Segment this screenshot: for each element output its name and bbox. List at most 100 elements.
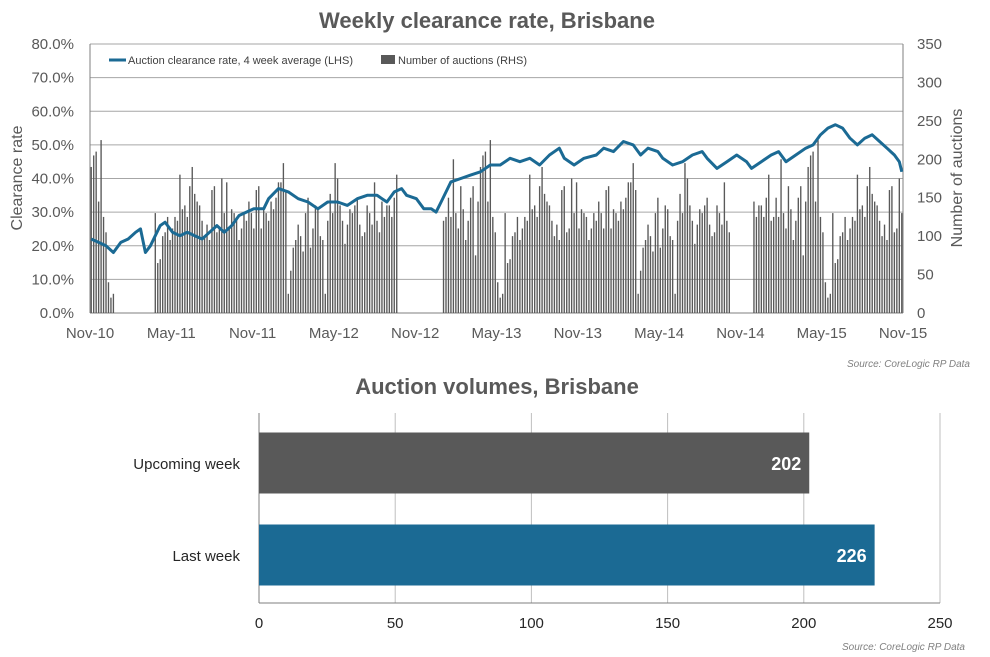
auction-bar: [457, 228, 459, 313]
auction-bar: [684, 163, 686, 313]
auction-bar: [824, 282, 827, 313]
auction-bar: [213, 186, 216, 313]
auction-bar: [711, 236, 713, 313]
auction-bar: [260, 228, 262, 313]
auction-bar: [482, 155, 484, 313]
auction-bar: [243, 213, 245, 313]
auction-bar: [334, 163, 336, 313]
auction-bar: [226, 182, 228, 313]
auction-bar: [312, 228, 314, 313]
auction-bar: [726, 220, 728, 313]
auction-bar: [585, 216, 588, 313]
auction-bar: [319, 236, 322, 313]
auction-bar: [154, 213, 156, 313]
auction-bar: [201, 220, 203, 313]
auction-bar: [620, 201, 622, 313]
auction-bar: [805, 201, 807, 313]
auction-bar: [501, 293, 504, 313]
auction-bar: [649, 236, 652, 313]
auction-bar: [706, 197, 708, 313]
auction-bar: [248, 201, 250, 313]
auction-bar: [529, 174, 531, 313]
x-tick-label: May-14: [634, 325, 684, 342]
auction-bar: [785, 228, 787, 313]
auction-bar: [888, 190, 891, 313]
auction-bar: [883, 224, 886, 313]
auction-bar: [452, 159, 455, 313]
auction-bar: [612, 209, 615, 313]
auction-bar: [676, 220, 679, 313]
auction-bar: [817, 140, 819, 313]
auction-bar: [524, 216, 526, 313]
auction-bar: [383, 216, 386, 313]
auction-bar: [627, 182, 629, 313]
auction-bar: [211, 190, 213, 313]
auction-bar: [327, 220, 329, 313]
y-tick-label: 50.0%: [31, 137, 74, 154]
auction-bar: [772, 216, 775, 313]
auction-bar: [644, 239, 647, 313]
auction-bar: [699, 209, 701, 313]
auction-bar: [521, 228, 524, 313]
auction-bar: [208, 239, 211, 313]
chart2-category-labels: Upcoming week Last week: [133, 456, 240, 565]
x-tick-label: 200: [791, 615, 816, 632]
auction-bar: [558, 239, 561, 313]
auction-bar: [255, 190, 257, 313]
auction-bar: [654, 213, 657, 313]
auction-bar: [800, 186, 802, 313]
chart1-title: Weekly clearance rate, Brisbane: [319, 8, 655, 33]
auction-bar: [263, 209, 265, 313]
auction-bar: [516, 216, 519, 313]
auction-bar: [469, 197, 472, 313]
auction-bar: [442, 220, 445, 313]
auction-bar: [667, 209, 669, 313]
auction-bar: [302, 251, 304, 313]
auction-bar: [797, 197, 799, 313]
auction-bar: [477, 201, 479, 313]
auction-bar: [359, 224, 361, 313]
auction-bar: [472, 186, 474, 313]
auction-bar: [780, 159, 782, 313]
auction-bar: [499, 297, 501, 313]
auction-bar: [837, 259, 839, 313]
auction-bar: [186, 216, 188, 313]
auction-bar: [578, 228, 580, 313]
x-tick-label: Nov-12: [391, 325, 439, 342]
y-tick-label: 0.0%: [40, 305, 74, 322]
auction-bar: [873, 201, 876, 313]
auction-bar: [221, 178, 223, 313]
auction-bar: [568, 228, 570, 313]
auction-bar: [388, 205, 391, 313]
auction-bar: [593, 213, 595, 313]
auction-bar: [758, 205, 760, 313]
x-tick-label: May-11: [147, 325, 196, 342]
clearance-rate-line: [90, 123, 904, 254]
auction-bar: [364, 232, 366, 313]
auction-bar: [314, 205, 317, 313]
auction-bar: [361, 236, 363, 313]
auction-bar: [689, 205, 691, 313]
auction-bar: [834, 263, 836, 313]
auction-bar: [679, 193, 681, 313]
chart2-x-ticks: 0 50 100 150 200 250: [255, 615, 953, 632]
auction-bar: [474, 255, 477, 313]
auction-bar: [455, 213, 457, 313]
auction-bar: [777, 216, 780, 313]
auction-bar: [541, 166, 543, 313]
auction-bar: [760, 205, 763, 313]
auction-bar: [602, 228, 605, 313]
auction-bar: [504, 213, 506, 313]
auction-bar: [575, 182, 578, 313]
category-label: Upcoming week: [133, 456, 240, 473]
auction-bar: [876, 205, 878, 313]
auction-bar: [871, 193, 873, 313]
auction-bar: [494, 232, 496, 313]
auction-bar: [819, 216, 822, 313]
auction-bar: [324, 293, 326, 313]
auction-bar: [839, 236, 841, 313]
auction-bar: [181, 209, 184, 313]
y-tick-label: 80.0%: [31, 36, 74, 53]
auction-bar: [265, 213, 267, 313]
x-tick-label: May-12: [309, 325, 359, 342]
